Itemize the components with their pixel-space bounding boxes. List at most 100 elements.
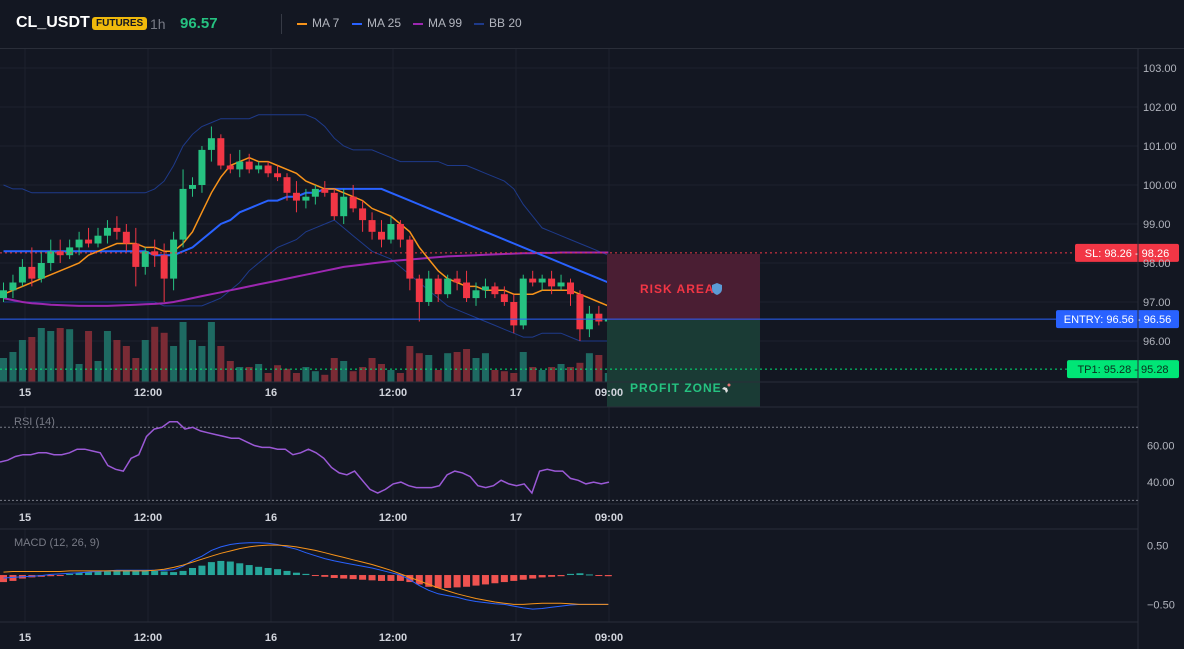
macd-histogram-bar [557, 575, 565, 577]
volume-bar [189, 340, 196, 382]
candle-body [472, 290, 480, 299]
candle-body [274, 173, 282, 178]
volume-bar [396, 373, 404, 382]
ma7-line [3, 156, 609, 307]
candle-body [37, 263, 45, 279]
candle-body [283, 177, 291, 193]
macd-histogram-bar [255, 566, 263, 576]
candle-body [500, 294, 508, 302]
volume-bar [378, 364, 385, 382]
candle-body [66, 247, 74, 256]
chart-canvas[interactable]: RISK AREA PROFIT ZONE SL: 98.26 - 98.26 E… [0, 49, 1184, 649]
volume-bar [481, 353, 489, 382]
candle-body [141, 251, 149, 267]
rsi-pane: RSI (14) 60.00 40.00 [0, 416, 1175, 501]
volume-bar [170, 346, 178, 382]
time-axis-tick: 17 [510, 387, 522, 399]
macd-histogram-bar [283, 570, 291, 576]
macd-axis-tick: −0.50 [1147, 599, 1175, 611]
candle-body [576, 294, 584, 330]
timeframe-label[interactable]: 1h [150, 16, 166, 32]
volume-bar [368, 358, 376, 382]
time-axis-tick: 09:00 [595, 632, 623, 644]
macd-title: MACD (12, 26, 9) [14, 537, 100, 549]
candle-body [557, 282, 565, 287]
grid [0, 49, 1138, 622]
candle-body [378, 231, 385, 240]
macd-histogram-bar [585, 574, 593, 576]
entry-price-label: ENTRY: 96.56 - 96.56 [1064, 314, 1171, 326]
risk-area-label: RISK AREA [640, 282, 715, 296]
price-axis-tick: 97.00 [1143, 297, 1171, 309]
candle-body [463, 282, 471, 299]
legend-label-bb20: BB 20 [489, 16, 522, 30]
volume-bar [340, 361, 348, 382]
macd-histogram-bar [481, 575, 489, 585]
candle-body [122, 231, 130, 244]
macd-histogram-bar [472, 575, 480, 586]
macd-histogram-bar [396, 575, 404, 581]
candle-body [160, 255, 168, 279]
candle-body [151, 251, 159, 256]
macd-histogram-bar [519, 575, 527, 580]
candle-body [0, 290, 7, 299]
time-axis-tick: 17 [510, 632, 522, 644]
volume-bar [292, 373, 300, 382]
macd-histogram-bar [463, 575, 471, 587]
volume-bar [519, 352, 527, 382]
time-axis-tick: 17 [510, 512, 522, 524]
macd-histogram-bar [349, 575, 357, 580]
macd-histogram-bar [538, 575, 546, 578]
volume-bar [567, 367, 574, 382]
time-axis-tick: 15 [19, 387, 31, 399]
macd-histogram-bar [0, 575, 7, 583]
legend-swatch-ma7 [297, 22, 307, 25]
legend-label-ma25: MA 25 [367, 16, 402, 30]
candle-body [425, 278, 433, 302]
candle-body [491, 286, 499, 295]
price-axis-tick: 98.00 [1143, 258, 1171, 270]
candle-body [340, 196, 348, 217]
volume-bar [198, 346, 206, 382]
volume-bar [491, 370, 499, 382]
candle-body [302, 196, 310, 201]
legend-bb20[interactable]: BB 20 [474, 16, 522, 30]
time-axis-tick: 16 [265, 512, 277, 524]
candle-body [113, 227, 121, 232]
macd-histogram-bar [141, 570, 149, 576]
macd-axis-tick: 0.50 [1147, 541, 1168, 553]
candle-body [75, 239, 83, 248]
macd-histogram-bar [94, 571, 102, 576]
candle-body [434, 278, 442, 295]
symbol-name[interactable]: CL_USDT [16, 14, 90, 31]
volume-bar [463, 349, 471, 382]
macd-histogram-bar [330, 575, 338, 578]
macd-histogram-bar [340, 575, 348, 579]
macd-histogram-bar [179, 570, 187, 576]
volume-bar [264, 373, 272, 382]
volume-bar [179, 322, 187, 382]
legend-ma7[interactable]: MA 7 [297, 16, 339, 30]
volume-bar [302, 367, 310, 382]
candle-body [481, 286, 489, 291]
macd-histogram-bar [368, 575, 376, 581]
macd-histogram-bar [292, 572, 300, 576]
candle-body [510, 302, 518, 326]
last-price: 96.57 [180, 15, 218, 32]
macd-histogram-bar [66, 573, 74, 576]
candle-body [18, 266, 26, 283]
candle-body [94, 235, 102, 244]
macd-histogram-bar [529, 575, 537, 579]
legend-ma99[interactable]: MA 99 [413, 16, 462, 30]
candle-body [189, 185, 196, 189]
legend-ma25[interactable]: MA 25 [352, 16, 401, 30]
macd-histogram-bar [595, 575, 603, 577]
time-axis-tick: 12:00 [379, 632, 407, 644]
volume-bar [330, 358, 338, 382]
rsi-axis-tick: 40.00 [1147, 477, 1175, 489]
volume-bar [406, 346, 414, 382]
profit-zone-box [607, 320, 760, 407]
candle-body [207, 138, 215, 150]
volume-bar [500, 371, 508, 382]
macd-histogram-bar [311, 575, 319, 577]
